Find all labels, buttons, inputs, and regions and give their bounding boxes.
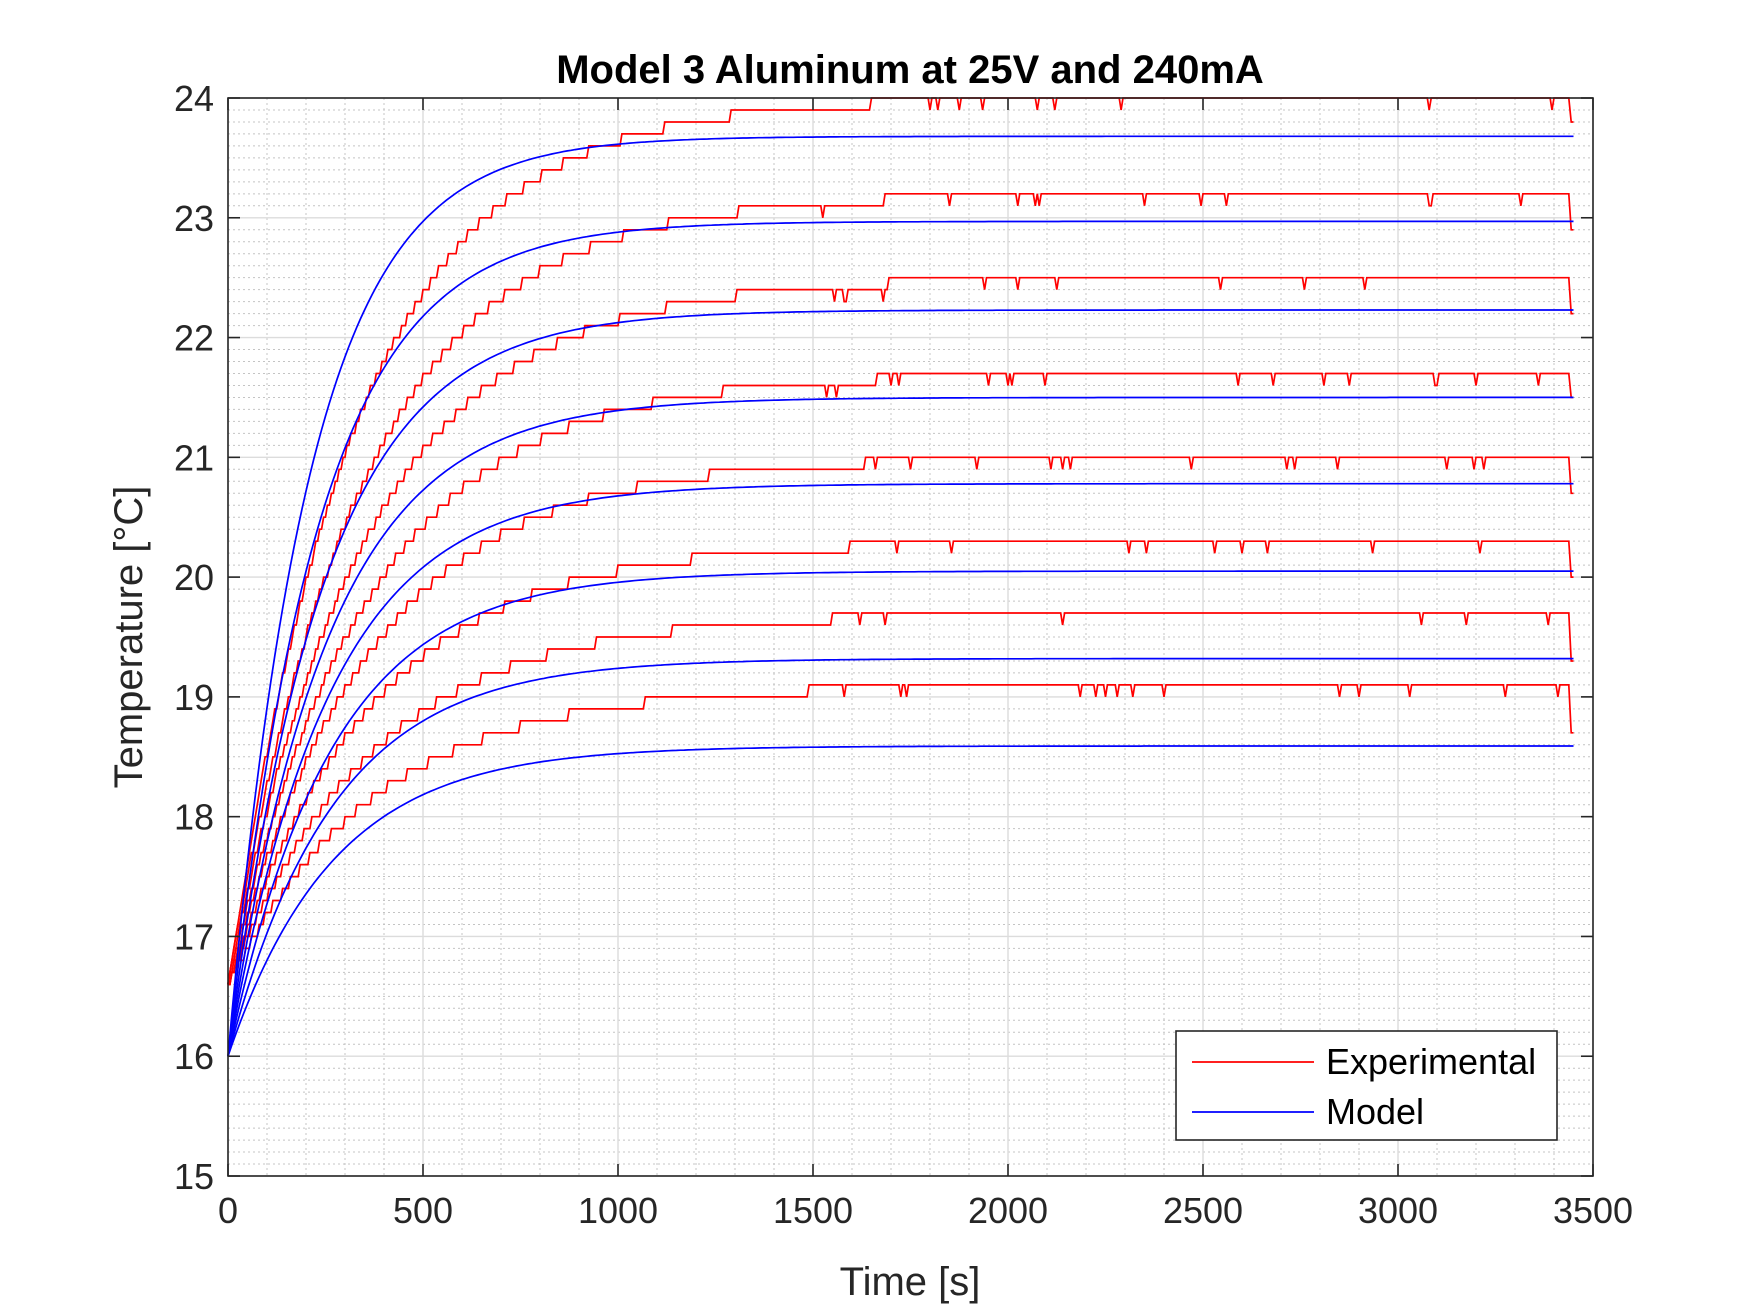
y-axis-label: Temperature [°C]	[107, 486, 151, 789]
y-tick-label: 22	[174, 318, 214, 359]
model-series-line	[227, 396, 1574, 1057]
model-series-line	[227, 657, 1574, 1057]
x-tick-label: 1500	[773, 1190, 853, 1231]
experimental-series-line	[228, 540, 1574, 986]
x-tick-label: 3000	[1358, 1190, 1438, 1231]
experimental-series-line	[227, 372, 1574, 985]
x-tick-label: 1000	[578, 1190, 658, 1231]
y-axis: 15 16 17 18 19 20 21 22 23 24	[174, 78, 1593, 1197]
plot-frame	[227, 97, 1594, 1177]
model-series-line	[227, 482, 1574, 1057]
y-tick-label: 24	[174, 78, 214, 119]
model-series-line	[227, 309, 1574, 1057]
x-axis-label: Time [s]	[840, 1260, 981, 1304]
experimental-series-line	[227, 276, 1574, 985]
y-tick-label: 19	[174, 677, 214, 718]
chart-title: Model 3 Aluminum at 25V and 240mA	[556, 48, 1264, 92]
y-tick-label: 21	[174, 437, 214, 478]
legend-label-model: Model	[1326, 1091, 1424, 1132]
experimental-series-line	[228, 612, 1574, 986]
x-tick-label: 3500	[1553, 1190, 1633, 1231]
y-tick-label: 18	[174, 797, 214, 838]
y-tick-label: 17	[174, 916, 214, 957]
legend-box	[1175, 1030, 1558, 1141]
model-series-line	[227, 135, 1574, 1057]
legend-label-experimental: Experimental	[1326, 1041, 1536, 1082]
x-tick-label: 0	[218, 1190, 238, 1231]
y-tick-label: 15	[174, 1156, 214, 1197]
y-tick-label: 23	[174, 198, 214, 239]
x-tick-label: 2500	[1163, 1190, 1243, 1231]
experimental-series-line	[227, 192, 1574, 985]
legend: Experimental Model	[1175, 1030, 1558, 1141]
model-series-line	[227, 570, 1574, 1057]
y-tick-label: 20	[174, 557, 214, 598]
model-series-line	[227, 745, 1574, 1057]
model-series-line	[227, 220, 1574, 1057]
experimental-series-line	[228, 684, 1574, 986]
x-axis: 0 500 1000 1500 2000 2500 3000 3500	[218, 98, 1633, 1231]
x-tick-label: 2000	[968, 1190, 1048, 1231]
y-tick-label: 16	[174, 1036, 214, 1077]
x-tick-label: 500	[393, 1190, 453, 1231]
model-series-group	[227, 135, 1574, 1057]
experimental-series-line	[227, 456, 1574, 985]
